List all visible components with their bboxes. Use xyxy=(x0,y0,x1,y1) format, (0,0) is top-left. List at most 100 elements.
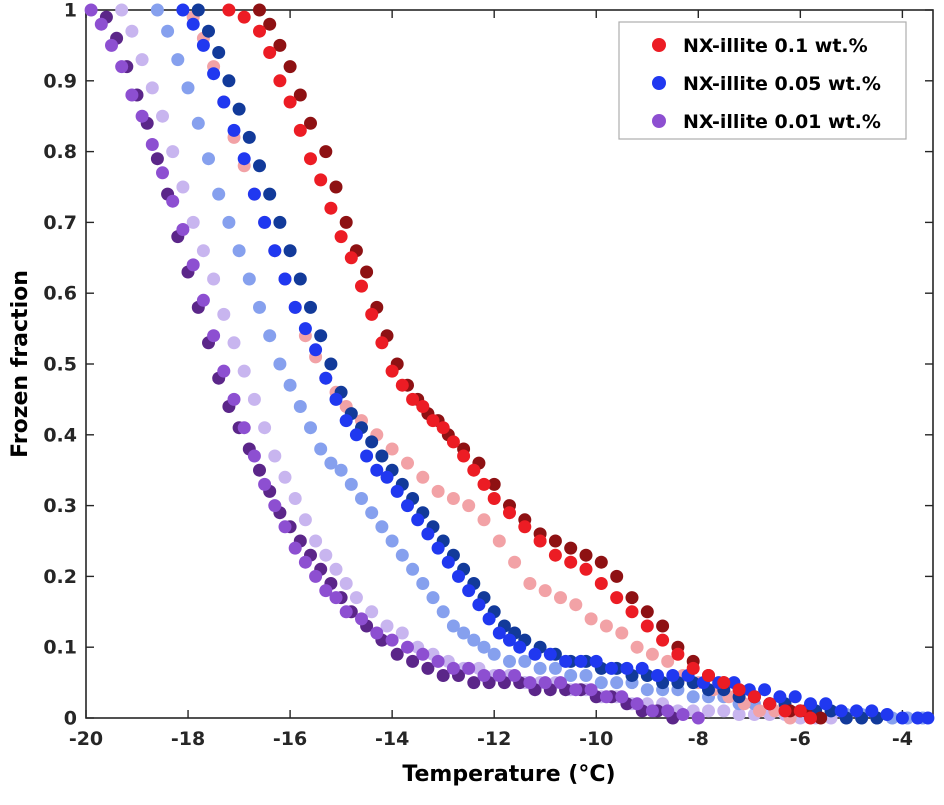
scatter-point xyxy=(416,470,430,484)
scatter-point xyxy=(84,3,98,17)
scatter-point xyxy=(263,17,277,31)
scatter-point xyxy=(135,53,149,67)
scatter-point xyxy=(620,661,634,675)
series-nx-illite-0.05-run-mid xyxy=(176,3,935,725)
scatter-point xyxy=(365,435,379,449)
scatter-point xyxy=(880,708,894,721)
scatter-point xyxy=(334,463,348,477)
scatter-point xyxy=(492,534,506,548)
scatter-point xyxy=(615,626,629,640)
scatter-point xyxy=(375,520,389,534)
scatter-point xyxy=(319,548,333,562)
scatter-point xyxy=(819,697,833,711)
scatter-point xyxy=(309,534,323,548)
scatter-point xyxy=(446,492,460,505)
scatter-point xyxy=(278,520,292,534)
series-nx-illite-0.1-run-mid xyxy=(222,3,817,725)
scatter-point xyxy=(753,704,766,718)
legend-entry-label: NX-illite 0.01 wt.% xyxy=(683,111,881,133)
scatter-point xyxy=(503,633,516,647)
scatter-point xyxy=(793,704,807,718)
scatter-point xyxy=(661,654,675,668)
scatter-point xyxy=(533,661,547,675)
scatter-point xyxy=(217,364,231,378)
scatter-point xyxy=(436,421,450,435)
scatter-point xyxy=(788,690,802,704)
scatter-point xyxy=(661,704,675,718)
scatter-point xyxy=(380,619,394,633)
scatter-point xyxy=(686,690,700,704)
scatter-point xyxy=(426,591,440,605)
x-axis-label: Temperature (°C) xyxy=(402,762,615,787)
scatter-point xyxy=(523,577,537,590)
legend-marker-icon xyxy=(652,38,666,52)
scatter-point xyxy=(666,669,680,682)
scatter-point xyxy=(528,647,542,661)
scatter-point xyxy=(370,463,384,477)
scatter-point xyxy=(482,612,496,626)
scatter-point xyxy=(222,215,236,229)
scatter-point xyxy=(278,470,292,484)
scatter-point xyxy=(401,456,414,470)
scatter-point xyxy=(431,654,445,668)
scatter-point xyxy=(314,173,328,187)
scatter-point xyxy=(186,215,200,229)
scatter-point xyxy=(487,477,501,491)
scatter-point xyxy=(207,67,221,81)
x-tick-label: -4 xyxy=(892,728,913,750)
scatter-point xyxy=(247,187,261,201)
scatter-point xyxy=(176,180,190,194)
scatter-point xyxy=(569,683,583,697)
scatter-point xyxy=(656,633,670,647)
scatter-point xyxy=(202,152,215,166)
series-nx-illite-0.05-run-light xyxy=(150,3,930,725)
scatter-point xyxy=(732,683,746,697)
scatter-point xyxy=(630,697,644,711)
scatter-point xyxy=(360,265,374,279)
scatter-point xyxy=(242,272,256,286)
scatter-point xyxy=(212,187,226,201)
scatter-point xyxy=(247,449,261,463)
scatter-point xyxy=(416,400,430,413)
scatter-point xyxy=(518,654,532,668)
legend: NX-illite 0.1 wt.% NX-illite 0.05 wt.% NX-… xyxy=(618,21,907,140)
scatter-point xyxy=(538,584,552,598)
scatter-point xyxy=(477,640,491,654)
scatter-point xyxy=(717,704,731,718)
scatter-point xyxy=(554,591,567,605)
scatter-point xyxy=(605,661,618,675)
scatter-point xyxy=(176,3,190,17)
scatter-point xyxy=(421,661,435,675)
scatter-point xyxy=(395,548,409,562)
scatter-point xyxy=(324,201,338,215)
scatter-point xyxy=(651,669,664,682)
scatter-point xyxy=(288,300,302,314)
scatter-point xyxy=(599,690,613,704)
scatter-point xyxy=(431,484,445,498)
scatter-point xyxy=(804,697,817,711)
scatter-point xyxy=(671,647,685,661)
scatter-point xyxy=(329,180,343,194)
scatter-point xyxy=(492,626,506,640)
scatter-point xyxy=(268,449,282,463)
scatter-point xyxy=(416,647,430,661)
scatter-point xyxy=(686,661,700,675)
legend-entry-label: NX-illite 0.05 wt.% xyxy=(683,73,881,95)
scatter-point xyxy=(523,676,537,690)
scatter-point xyxy=(462,584,476,598)
scatter-point xyxy=(176,223,190,236)
scatter-point xyxy=(732,708,746,721)
scatter-point xyxy=(457,449,471,463)
x-tick-label: -10 xyxy=(579,728,613,750)
scatter-point xyxy=(375,336,389,350)
scatter-point xyxy=(452,569,465,583)
scatter-point xyxy=(717,676,731,690)
scatter-point xyxy=(253,300,266,314)
scatter-point xyxy=(508,669,522,682)
scatter-point xyxy=(334,230,348,244)
scatter-point xyxy=(401,499,414,513)
scatter-point xyxy=(304,152,317,166)
scatter-point xyxy=(640,605,654,619)
scatter-point xyxy=(217,95,231,109)
scatter-point xyxy=(191,3,205,17)
